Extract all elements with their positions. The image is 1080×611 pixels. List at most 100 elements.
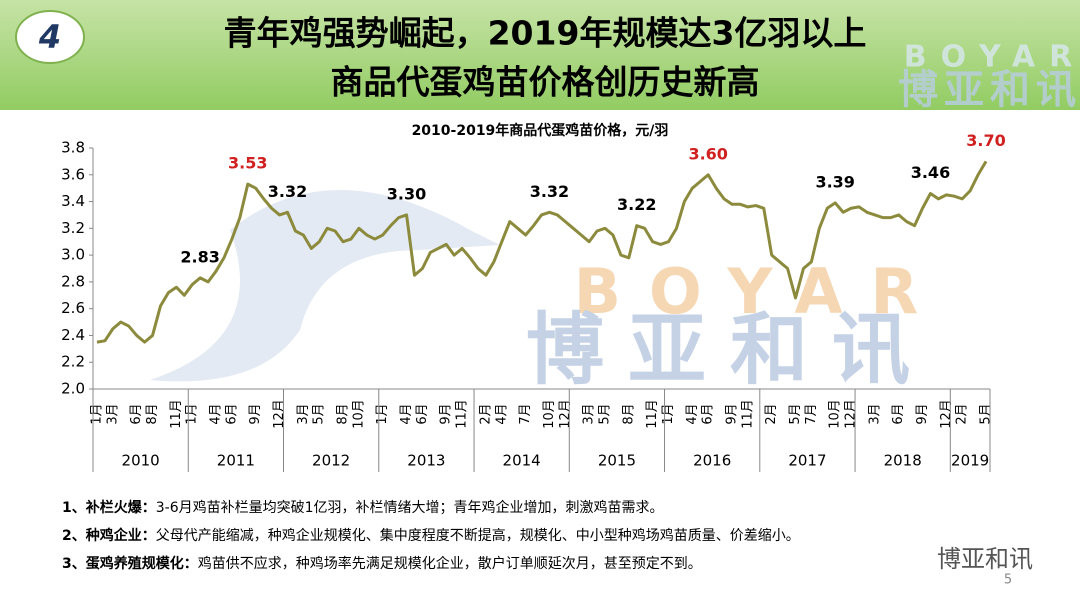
y-tick-label: 2.8	[61, 272, 85, 290]
y-tick-label: 2.0	[61, 380, 85, 398]
x-tick-label: 11月	[455, 399, 470, 429]
x-tick-label: 8月	[336, 403, 351, 424]
x-tick-label: 5月	[312, 403, 327, 424]
note: 2、种鸡企业：父母代产能缩减，种鸡企业规模化、集中度程度不断提高，规模化、中小型…	[62, 527, 800, 544]
x-tick-label: 12月	[844, 399, 859, 429]
y-tick-label: 2.4	[61, 326, 85, 344]
x-tick-label: 3月	[296, 403, 311, 424]
slide-number: 4	[38, 18, 61, 56]
x-tick-label: 4月	[685, 403, 700, 424]
group-label: 2014	[503, 452, 541, 470]
x-tick-label: 9月	[725, 403, 740, 424]
value-label: 2.83	[180, 247, 219, 266]
note-label: 1、补栏火爆：	[62, 499, 156, 516]
note-text: 鸡苗供不应求，种鸡场率先满足规模化企业，散户订单顺延次月，甚至预定不到。	[198, 555, 702, 572]
y-tick-label: 3.0	[61, 246, 85, 264]
group-label: 2018	[884, 452, 922, 470]
x-tick-label: 6月	[224, 403, 239, 424]
y-tick-label: 3.2	[61, 219, 85, 237]
x-tick-label: 6月	[701, 403, 716, 424]
slide-subtitle: 商品代蛋鸡苗价格创历史新高	[331, 63, 760, 102]
group-label: 2011	[217, 452, 255, 470]
x-tick-label: 3月	[582, 403, 597, 424]
x-tick-label: 4月	[209, 403, 224, 424]
logo-cn: 博亚和讯	[898, 67, 1080, 113]
x-tick-label: 8月	[145, 403, 160, 424]
value-label: 3.22	[617, 195, 656, 214]
x-tick-label: 1月	[375, 403, 390, 424]
number-badge	[15, 10, 85, 64]
x-tick-label: 11月	[169, 399, 184, 429]
x-tick-label: 10月	[828, 399, 843, 429]
x-tick-label: 7月	[804, 403, 819, 424]
x-tick-label: 3月	[867, 403, 882, 424]
x-tick-label: 2月	[955, 403, 970, 424]
watermark-en: BOYAR	[574, 255, 946, 328]
note-text: 父母代产能缩减，种鸡企业规模化、集中度程度不断提高，规模化、中小型种鸡场鸡苗质量…	[156, 527, 800, 544]
watermark-bird	[150, 190, 500, 382]
group-label: 2016	[693, 452, 731, 470]
x-tick-label: 12月	[558, 399, 573, 429]
x-tick-label: 3月	[105, 403, 120, 424]
group-label: 2019	[951, 452, 989, 470]
value-label: 3.30	[387, 184, 426, 203]
x-tick-label: 7月	[518, 403, 533, 424]
x-tick-label: 2月	[764, 403, 779, 424]
value-label: 3.70	[966, 131, 1005, 150]
x-tick-label: 10月	[351, 399, 366, 429]
group-label: 2010	[122, 452, 160, 470]
x-tick-label: 10月	[542, 399, 557, 429]
x-tick-label: 1月	[89, 403, 104, 424]
group-label: 2017	[788, 452, 826, 470]
x-tick-label: 9月	[915, 403, 930, 424]
note-label: 2、种鸡企业：	[62, 527, 156, 544]
x-tick-label: 6月	[129, 403, 144, 424]
x-tick-label: 1月	[661, 403, 676, 424]
x-tick-label: 1月	[185, 403, 200, 424]
x-tick-label: 5月	[598, 403, 613, 424]
page-number: 5	[1004, 573, 1012, 588]
x-tick-label: 11月	[645, 399, 660, 429]
x-tick-label: 9月	[248, 403, 263, 424]
y-tick-label: 3.8	[61, 139, 85, 157]
note-text: 3-6月鸡苗补栏量均突破1亿羽，补栏情绪大增；青年鸡企业增加，刺激鸡苗需求。	[156, 499, 664, 516]
chart-title: 2010-2019年商品代蛋鸡苗价格，元/羽	[412, 122, 669, 139]
value-label: 3.60	[688, 144, 727, 163]
value-label: 3.53	[228, 154, 267, 173]
value-label: 3.32	[530, 182, 569, 201]
group-label: 2012	[312, 452, 350, 470]
x-tick-label: 5月	[979, 403, 994, 424]
note-label: 3、蛋鸡养殖规模化：	[62, 555, 198, 572]
x-tick-label: 6月	[415, 403, 430, 424]
x-tick-label: 11月	[740, 399, 755, 429]
x-tick-label: 6月	[891, 403, 906, 424]
y-tick-label: 2.2	[61, 353, 85, 371]
note: 1、补栏火爆：3-6月鸡苗补栏量均突破1亿羽，补栏情绪大增；青年鸡企业增加，刺激…	[62, 499, 664, 516]
x-tick-label: 8月	[621, 403, 636, 424]
header-band	[0, 0, 1080, 110]
value-label: 3.32	[268, 182, 307, 201]
notes: 1、补栏火爆：3-6月鸡苗补栏量均突破1亿羽，补栏情绪大增；青年鸡企业增加，刺激…	[62, 499, 800, 572]
x-tick-label: 9月	[439, 403, 454, 424]
footer-brand: 博亚和讯	[937, 545, 1033, 573]
value-label: 3.39	[815, 172, 854, 191]
x-tick-label: 4月	[494, 403, 509, 424]
note: 3、蛋鸡养殖规模化：鸡苗供不应求，种鸡场率先满足规模化企业，散户订单顺延次月，甚…	[62, 555, 702, 572]
group-label: 2013	[407, 452, 445, 470]
price-line	[96, 160, 988, 344]
x-tick-label: 4月	[399, 403, 414, 424]
x-tick-label: 12月	[939, 399, 954, 429]
value-label: 3.46	[911, 163, 950, 182]
group-label: 2015	[598, 452, 636, 470]
y-tick-label: 3.6	[61, 165, 85, 183]
x-tick-label: 5月	[788, 403, 803, 424]
slide-title: 青年鸡强势崛起，2019年规模达3亿羽以上	[224, 14, 867, 53]
x-tick-label: 12月	[272, 399, 287, 429]
watermark-cn: 博亚和讯	[526, 305, 934, 395]
y-tick-label: 2.6	[61, 299, 85, 317]
x-tick-label: 2月	[478, 403, 493, 424]
y-tick-label: 3.4	[61, 192, 85, 210]
logo-en: BOYAR	[904, 40, 1080, 75]
